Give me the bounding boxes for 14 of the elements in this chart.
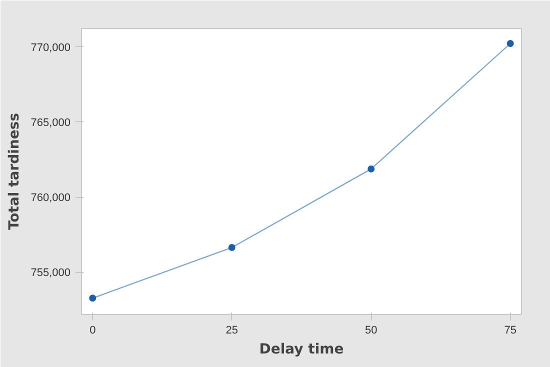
x-tick-label: 0 xyxy=(90,324,96,336)
y-tick-label: 760,000 xyxy=(30,192,71,204)
y-tick-label: 755,000 xyxy=(30,267,71,280)
point xyxy=(89,294,96,302)
x-tick-label: 50 xyxy=(365,324,378,336)
x-tick-label: 75 xyxy=(504,324,516,336)
y-tick-label: 770,000 xyxy=(30,42,71,54)
x-tick-label: 25 xyxy=(226,324,238,336)
point xyxy=(506,40,514,48)
y-axis-title: Total tardiness xyxy=(6,112,23,230)
y-tick-label: 765,000 xyxy=(30,116,71,129)
point xyxy=(228,244,236,251)
point xyxy=(368,165,375,172)
x-axis-title: Delay time xyxy=(259,342,344,358)
